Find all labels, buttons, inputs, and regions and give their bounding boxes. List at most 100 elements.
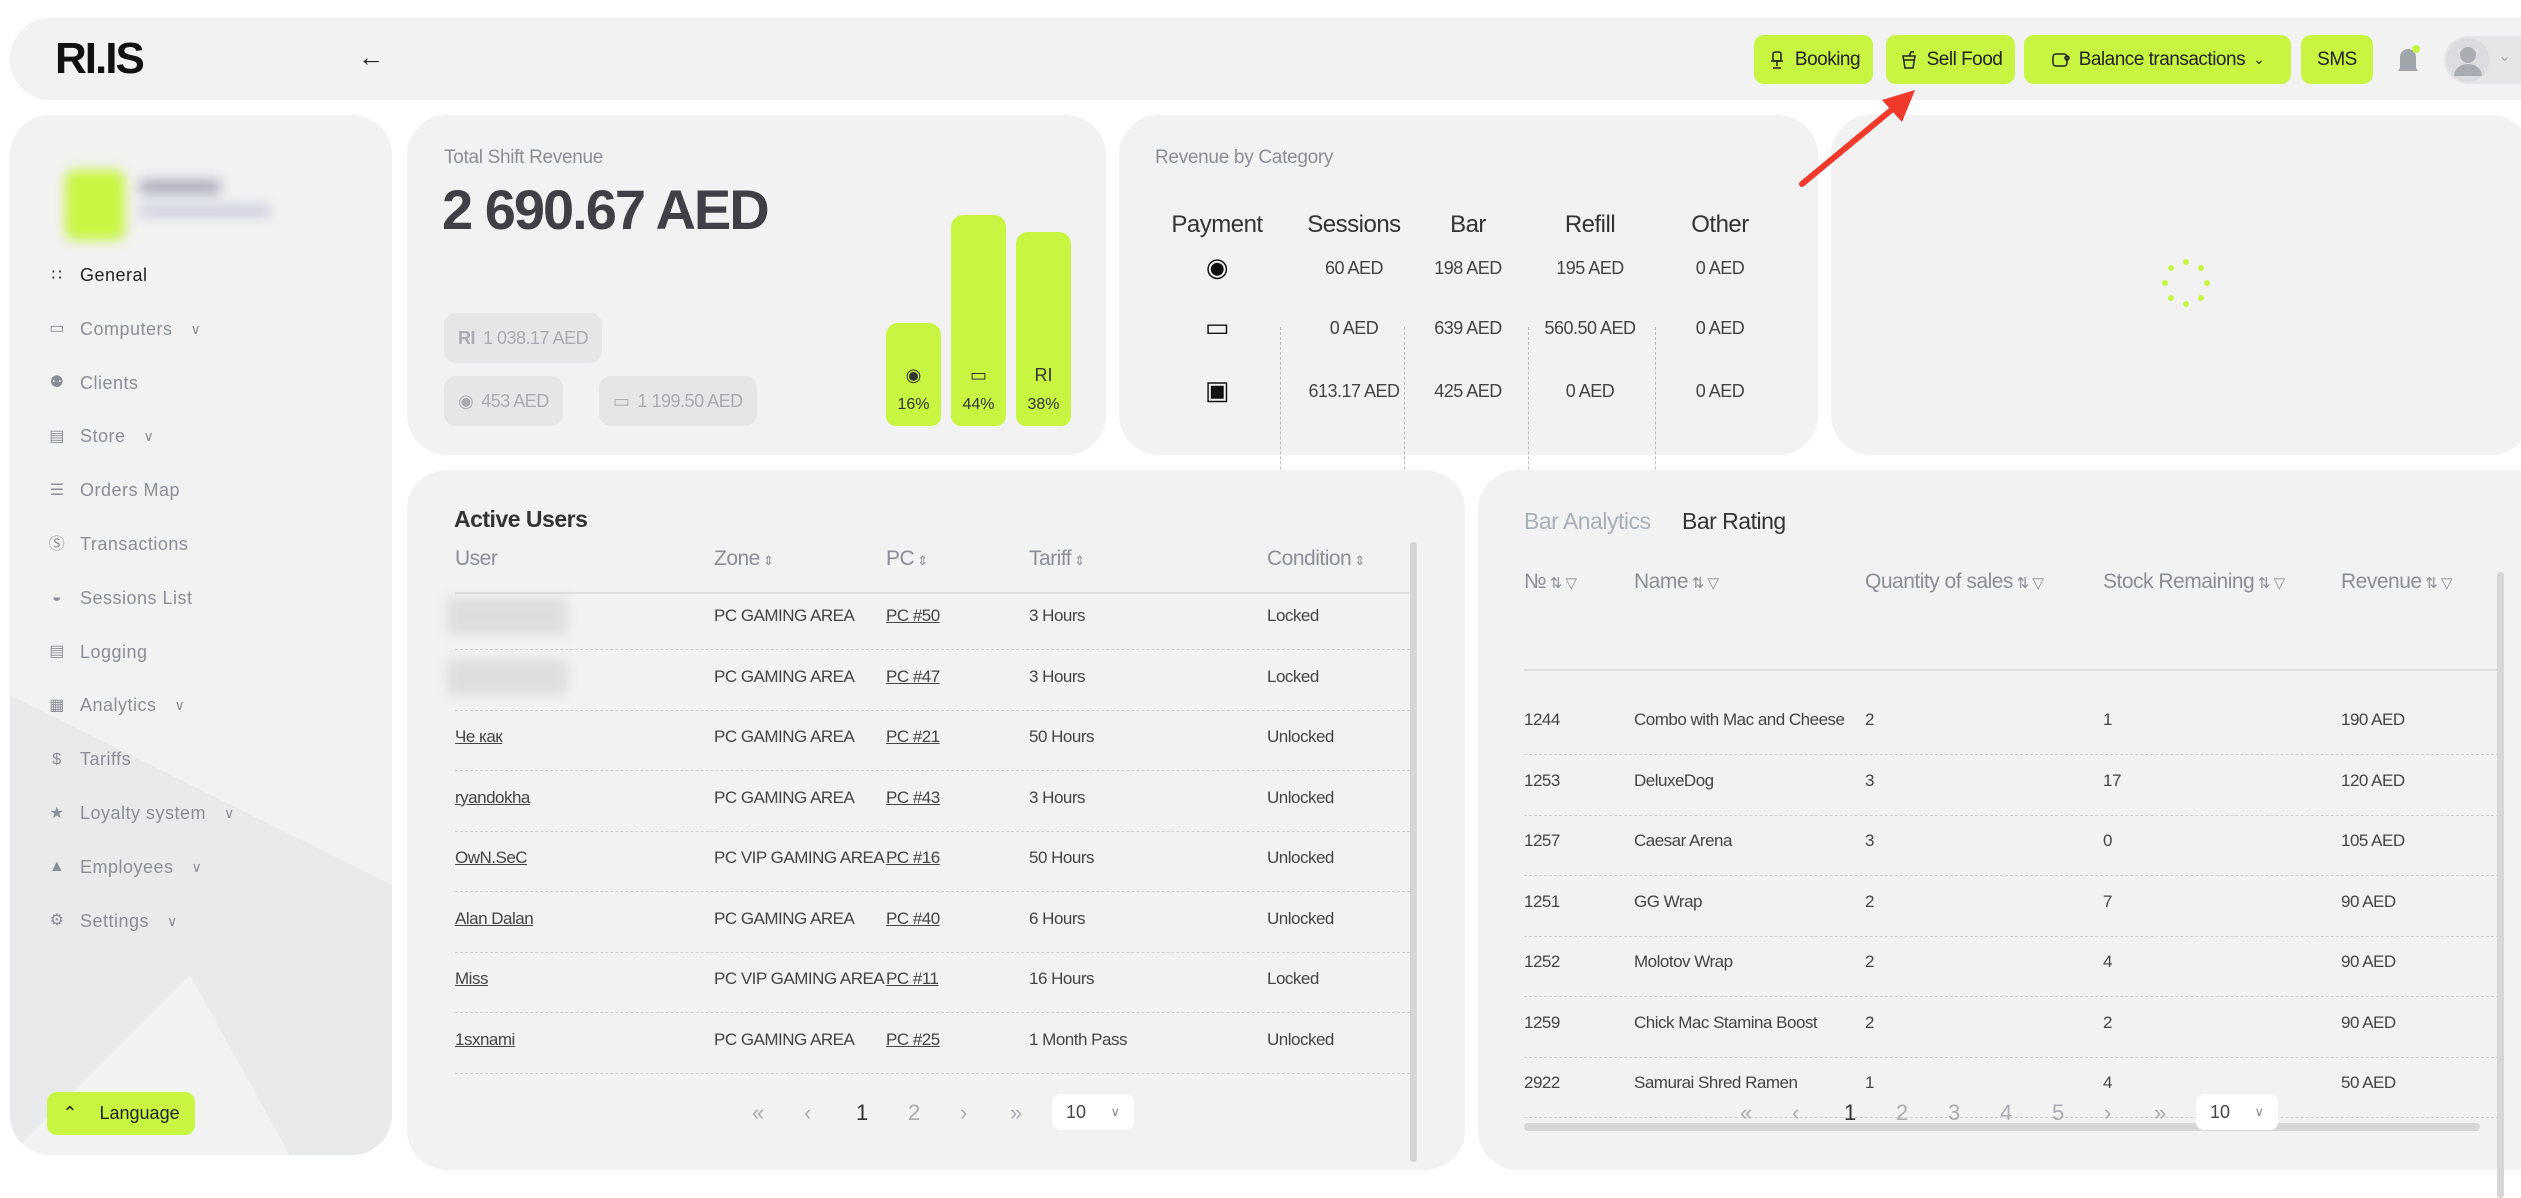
user-link[interactable]: Alan Dalan — [455, 908, 534, 928]
tab-bar-analytics[interactable]: Bar Analytics — [1524, 508, 1651, 534]
page-4-button[interactable]: 4 — [2000, 1100, 2013, 1125]
sort-icon[interactable]: ⇅ — [2012, 575, 2033, 592]
page-size-select[interactable]: 10 ∨ — [1052, 1094, 1134, 1130]
revenue-cell: 50 AED — [2341, 1073, 2396, 1092]
first-page-button[interactable]: « — [752, 1100, 765, 1125]
pc-link[interactable]: PC #11 — [886, 969, 939, 988]
pc-link[interactable]: PC #40 — [886, 908, 940, 928]
booking-button[interactable]: Booking — [1754, 35, 1873, 84]
pc-link[interactable]: PC #43 — [886, 787, 940, 807]
user-link[interactable]: 1sxnami — [455, 1029, 515, 1049]
sidebar-item-store[interactable]: ▤ Store ∨ — [48, 426, 154, 447]
stock-cell: 17 — [2103, 770, 2121, 790]
next-page-button[interactable]: › — [960, 1100, 968, 1125]
column-header-tariff[interactable]: Tariff ⇕ — [1029, 547, 1085, 571]
sidebar-item-computers[interactable]: ▭ Computers ∨ — [48, 319, 201, 340]
sidebar-item-general[interactable]: ∷ General — [48, 265, 148, 286]
first-page-button[interactable]: « — [1740, 1100, 1753, 1125]
user-avatar-menu[interactable]: ⌄ — [2444, 36, 2521, 84]
quantity-cell: 2 — [1865, 891, 1874, 911]
pc-link[interactable]: PC #16 — [886, 848, 940, 867]
language-button[interactable]: ⌃ Language — [47, 1092, 195, 1135]
page-1-button[interactable]: 1 — [1844, 1100, 1857, 1125]
sidebar-item-tariffs[interactable]: $ Tariffs — [48, 749, 131, 770]
last-page-button[interactable]: » — [2154, 1100, 2167, 1125]
bell-icon[interactable] — [2394, 42, 2422, 78]
card-pill: ▭ 1 199.50 AED — [599, 376, 757, 426]
page-size-select[interactable]: 10 ∨ — [2196, 1094, 2278, 1130]
page-5-button[interactable]: 5 — [2052, 1100, 2065, 1125]
sort-icon[interactable]: ⇕ — [1071, 553, 1085, 568]
user-link[interactable]: Miss — [455, 969, 488, 988]
sidebar-item-transactions[interactable]: Ⓢ Transactions — [48, 534, 188, 555]
sidebar-item-label: Analytics — [80, 695, 157, 716]
column-header[interactable]: № ⇅ ▽ — [1524, 570, 1577, 594]
column-header[interactable]: Quantity of sales ⇅ ▽ — [1865, 570, 2044, 594]
active-users-card: Active Users User Zone ⇕ PC ⇕ Tariff ⇕ Condi… — [407, 470, 1465, 1170]
tariff-cell: 50 Hours — [1029, 727, 1094, 746]
pc-link[interactable]: PC #25 — [886, 1029, 940, 1049]
user-link[interactable]: ryandokha — [455, 787, 530, 807]
filter-icon[interactable]: ▽ — [1565, 575, 1577, 592]
sort-icon[interactable]: ⇕ — [759, 553, 774, 568]
prev-page-button[interactable]: ‹ — [804, 1100, 812, 1125]
profile-blurred[interactable] — [55, 160, 365, 255]
sort-icon[interactable]: ⇕ — [1351, 553, 1365, 568]
sidebar-item-orders-map[interactable]: ☰ Orders Map — [48, 480, 180, 501]
user-link[interactable]: OwN.SeC — [455, 848, 528, 867]
sort-icon[interactable]: ⇅ — [2254, 575, 2274, 592]
column-header[interactable]: Revenue ⇅ ▽ — [2341, 570, 2453, 594]
blurred-username[interactable] — [447, 598, 567, 634]
column-header-condition[interactable]: Condition ⇕ — [1267, 547, 1365, 571]
next-page-button[interactable]: › — [2104, 1100, 2112, 1125]
page-2-button[interactable]: 2 — [1896, 1100, 1909, 1125]
sms-button[interactable]: SMS — [2301, 35, 2373, 84]
header-label: Zone — [714, 547, 760, 570]
row-divider — [455, 770, 1410, 771]
sidebar-item-employees[interactable]: ▲ Employees ∨ — [48, 857, 202, 878]
filter-icon[interactable]: ▽ — [2440, 575, 2453, 592]
sort-icon[interactable]: ⇅ — [1546, 575, 1566, 592]
row-divider — [455, 951, 1410, 953]
sort-icon[interactable]: ⇅ — [1688, 575, 1708, 592]
horizontal-scrollbar[interactable] — [1524, 1123, 2480, 1131]
sell-food-button[interactable]: Sell Food — [1886, 35, 2015, 84]
page-3-button[interactable]: 3 — [1948, 1100, 1961, 1125]
sidebar-item-sessions-list[interactable]: ◒ Sessions List — [48, 588, 193, 609]
column-header-zone[interactable]: Zone ⇕ — [714, 547, 774, 571]
cash-icon: ◉ — [458, 390, 474, 411]
filter-icon[interactable]: ▽ — [2273, 575, 2286, 592]
balance-transactions-dropdown[interactable]: Balance transactions ⌄ — [2024, 35, 2291, 84]
chevron-down-icon: ⌄ — [2253, 51, 2265, 67]
sort-icon[interactable]: ⇅ — [2421, 575, 2441, 592]
pc-link[interactable]: PC #50 — [886, 606, 940, 625]
vertical-scrollbar[interactable] — [2497, 572, 2504, 1198]
name-cell: Combo with Mac and Cheese — [1634, 710, 1845, 729]
blurred-username[interactable] — [447, 658, 567, 695]
last-page-button[interactable]: » — [1010, 1100, 1023, 1125]
category-header: Sessions — [1307, 211, 1401, 238]
page-2-button[interactable]: 2 — [908, 1100, 921, 1125]
pc-link[interactable]: PC #21 — [886, 727, 940, 746]
vertical-scrollbar[interactable] — [1410, 542, 1417, 1162]
revenue-share-bars: ◉ 16% ▭ 44% RI 38% — [886, 215, 1086, 426]
sidebar-item-settings[interactable]: ⚙ Settings ∨ — [48, 911, 178, 932]
user-link[interactable]: Че как — [455, 727, 503, 746]
sidebar-item-clients[interactable]: ⚉ Clients — [48, 373, 139, 394]
filter-icon[interactable]: ▽ — [2032, 575, 2044, 592]
sidebar-item-loyalty-system[interactable]: ★ Loyalty system ∨ — [48, 803, 235, 824]
row-divider — [1524, 996, 2499, 997]
sidebar-item-logging[interactable]: ▤ Logging — [48, 642, 148, 663]
page-1-button[interactable]: 1 — [856, 1100, 869, 1125]
pc-link[interactable]: PC #47 — [886, 666, 940, 686]
column-header[interactable]: Stock Remaining ⇅ ▽ — [2103, 570, 2285, 594]
prev-page-button[interactable]: ‹ — [1792, 1100, 1800, 1125]
column-header-pc[interactable]: PC ⇕ — [886, 547, 928, 571]
column-header[interactable]: Name ⇅ ▽ — [1634, 570, 1719, 594]
sidebar-item-analytics[interactable]: ▦ Analytics ∨ — [48, 695, 185, 716]
logo[interactable]: RI.IS — [55, 34, 145, 83]
filter-icon[interactable]: ▽ — [1707, 575, 1719, 592]
back-arrow-icon[interactable]: ← — [358, 42, 384, 72]
tab-bar-rating[interactable]: Bar Rating — [1682, 508, 1786, 534]
sort-icon[interactable]: ⇕ — [914, 553, 928, 568]
